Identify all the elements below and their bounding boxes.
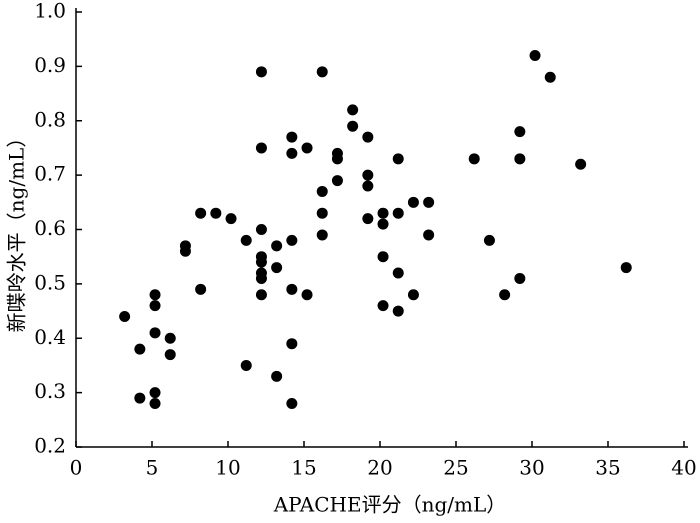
point xyxy=(316,185,328,197)
y-tick-label: 0.8 xyxy=(34,107,66,131)
point xyxy=(362,169,374,181)
point xyxy=(377,251,389,263)
y-tick-label: 0.3 xyxy=(34,379,66,403)
point xyxy=(377,300,389,312)
point xyxy=(407,289,419,301)
point xyxy=(392,305,404,317)
point xyxy=(164,332,176,344)
y-tick-label: 0.4 xyxy=(34,325,66,349)
x-tick-label: 25 xyxy=(443,456,468,480)
point xyxy=(149,289,161,301)
point xyxy=(255,256,267,268)
point xyxy=(286,283,298,295)
point xyxy=(225,213,237,225)
point xyxy=(286,338,298,350)
point xyxy=(255,142,267,154)
y-tick-label: 0.9 xyxy=(34,53,66,77)
point xyxy=(255,224,267,235)
point xyxy=(210,207,222,219)
point xyxy=(362,131,374,143)
point xyxy=(195,283,207,295)
point xyxy=(149,300,161,312)
point xyxy=(255,66,267,78)
point xyxy=(377,218,389,230)
point xyxy=(286,398,298,409)
point xyxy=(164,349,176,361)
x-tick-label: 10 xyxy=(215,456,240,480)
x-tick-label: 15 xyxy=(291,456,316,480)
point xyxy=(271,370,283,382)
point xyxy=(468,153,480,165)
y-tick-label: 0.2 xyxy=(34,434,66,458)
point xyxy=(392,153,404,165)
x-tick-label: 20 xyxy=(367,456,392,480)
point xyxy=(514,272,526,284)
point xyxy=(529,50,541,61)
point xyxy=(149,398,161,409)
point xyxy=(575,158,587,170)
point xyxy=(255,289,267,301)
point xyxy=(149,387,161,399)
point xyxy=(331,175,343,187)
x-axis-label: APACHE评分（ng/mL） xyxy=(273,493,507,517)
point xyxy=(316,207,328,219)
point xyxy=(620,262,632,274)
point xyxy=(301,289,313,301)
point xyxy=(271,262,283,274)
point xyxy=(407,196,419,208)
point xyxy=(499,289,511,301)
point xyxy=(134,343,146,355)
x-tick-label: 30 xyxy=(519,456,544,480)
point xyxy=(134,392,146,404)
y-axis-label: 新喋呤水平（ng/mL） xyxy=(5,128,29,333)
point xyxy=(423,229,435,241)
point xyxy=(286,147,298,159)
y-tick-label: 1.0 xyxy=(34,0,66,23)
point xyxy=(316,229,328,241)
point xyxy=(195,207,207,219)
point xyxy=(271,240,283,252)
point xyxy=(286,234,298,246)
point xyxy=(347,104,359,116)
point xyxy=(255,272,267,284)
point xyxy=(301,142,313,154)
point xyxy=(240,234,252,246)
point xyxy=(119,311,131,322)
point xyxy=(544,71,556,83)
point xyxy=(483,234,495,246)
point xyxy=(362,213,374,225)
point xyxy=(514,126,526,138)
y-tick-label: 0.5 xyxy=(34,270,66,294)
point xyxy=(423,196,435,208)
point xyxy=(362,180,374,192)
point xyxy=(286,131,298,143)
point xyxy=(392,207,404,219)
point xyxy=(331,153,343,165)
point xyxy=(316,66,328,78)
point xyxy=(347,120,359,132)
x-tick-label: 5 xyxy=(146,456,159,480)
x-tick-label: 35 xyxy=(595,456,620,480)
y-tick-label: 0.7 xyxy=(34,162,66,186)
point xyxy=(514,153,526,165)
point xyxy=(240,359,252,371)
point xyxy=(377,207,389,219)
y-tick-label: 0.6 xyxy=(34,216,66,240)
point xyxy=(392,267,404,279)
point xyxy=(149,327,161,339)
x-tick-label: 0 xyxy=(70,456,83,480)
x-tick-label: 40 xyxy=(671,456,696,480)
point xyxy=(179,245,191,257)
